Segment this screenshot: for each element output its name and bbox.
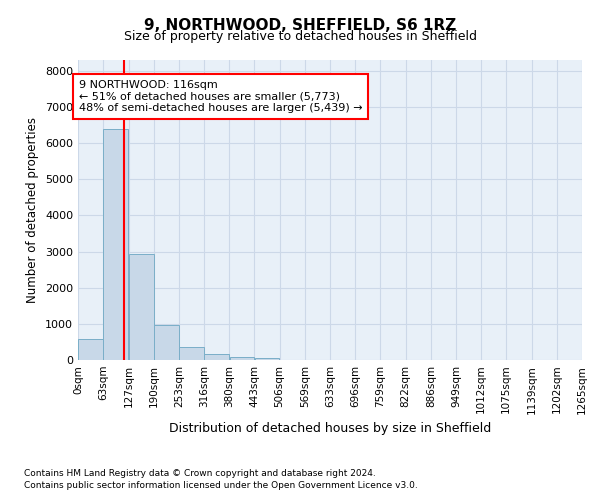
Bar [204,354,229,360]
Bar [103,129,128,360]
Bar [179,347,204,360]
Bar [129,254,154,360]
Text: 9 NORTHWOOD: 116sqm
← 51% of detached houses are smaller (5,773)
48% of semi-det: 9 NORTHWOOD: 116sqm ← 51% of detached ho… [79,80,362,113]
Text: Size of property relative to detached houses in Sheffield: Size of property relative to detached ho… [124,30,476,43]
Bar [154,325,179,360]
Text: Contains public sector information licensed under the Open Government Licence v3: Contains public sector information licen… [24,481,418,490]
X-axis label: Distribution of detached houses by size in Sheffield: Distribution of detached houses by size … [169,422,491,435]
Bar [254,358,280,360]
Text: 9, NORTHWOOD, SHEFFIELD, S6 1RZ: 9, NORTHWOOD, SHEFFIELD, S6 1RZ [144,18,456,32]
Bar [230,356,254,360]
Bar [78,339,103,360]
Text: Contains HM Land Registry data © Crown copyright and database right 2024.: Contains HM Land Registry data © Crown c… [24,468,376,477]
Y-axis label: Number of detached properties: Number of detached properties [26,117,40,303]
